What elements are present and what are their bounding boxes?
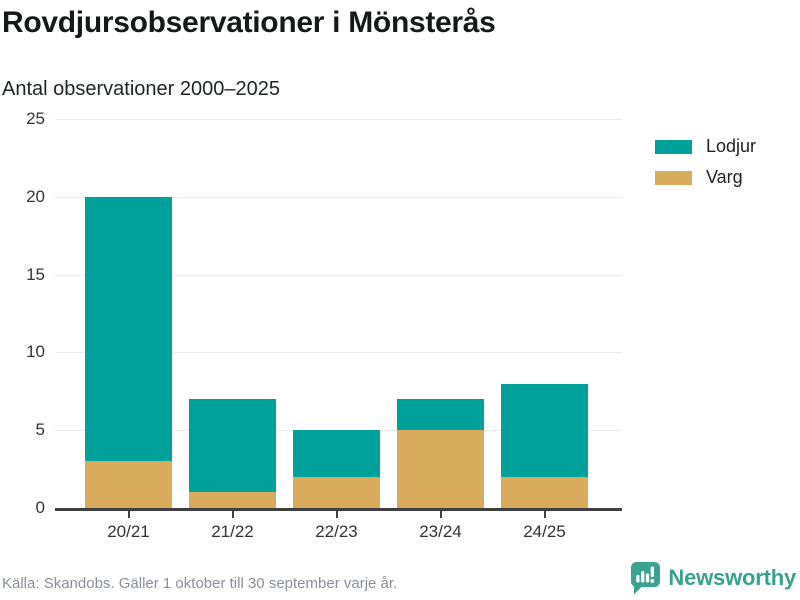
bar-segment-lodjur (189, 399, 276, 493)
chart-subtitle: Antal observationer 2000–2025 (2, 78, 280, 100)
newsworthy-bubble-chart-icon (631, 562, 661, 595)
bar-segment-lodjur (85, 196, 172, 462)
bar-segment-varg (397, 430, 484, 508)
x-tick-label: 21/22 (211, 522, 254, 541)
x-axis-tick (439, 511, 442, 518)
newsworthy-wordmark: Newsworthy (668, 565, 796, 590)
y-tick-label: 25 (26, 109, 45, 129)
y-tick-label: 20 (26, 186, 45, 206)
bar-segment-varg (501, 476, 588, 508)
chart-title: Rovdjursobservationer i Mönsterås (2, 6, 496, 39)
bar-segment-lodjur (501, 383, 588, 477)
x-axis-tick (231, 511, 234, 518)
x-axis-tick (543, 511, 546, 518)
legend-item-lodjur: Lodjur (655, 136, 756, 157)
legend-swatch (655, 170, 692, 185)
bar-segment-varg (293, 476, 380, 508)
gridline (55, 274, 622, 276)
bar-segment-lodjur (397, 399, 484, 431)
x-tick-label: 24/25 (523, 522, 566, 541)
y-tick-label: 0 (35, 498, 45, 518)
y-tick-label: 5 (35, 420, 45, 440)
gridline (55, 196, 622, 198)
bar-segment-varg (189, 492, 276, 508)
gridline (55, 119, 622, 120)
bar-segment-lodjur (293, 430, 380, 477)
x-axis-tick (335, 511, 338, 518)
legend-swatch (655, 139, 692, 154)
gridline (55, 352, 622, 354)
legend-label: Varg (706, 167, 743, 187)
x-axis-tick (127, 511, 130, 518)
legend-item-varg: Varg (655, 167, 756, 188)
x-tick-label: 20/21 (107, 522, 150, 541)
source-note: Källa: Skandobs. Gäller 1 oktober till 3… (2, 575, 398, 592)
y-axis-labels: 0 5 10 15 20 25 (0, 110, 45, 516)
bar-segment-varg (85, 461, 172, 508)
plot-area: 20/21 21/22 22/23 23/24 24/25 (55, 119, 622, 541)
legend: Lodjur Varg (655, 136, 756, 198)
x-tick-label: 22/23 (315, 522, 358, 541)
y-tick-label: 10 (26, 342, 45, 362)
legend-label: Lodjur (706, 136, 757, 156)
x-tick-label: 23/24 (419, 522, 462, 541)
newsworthy-logo: Newsworthy (630, 561, 796, 595)
y-tick-label: 15 (26, 264, 45, 284)
